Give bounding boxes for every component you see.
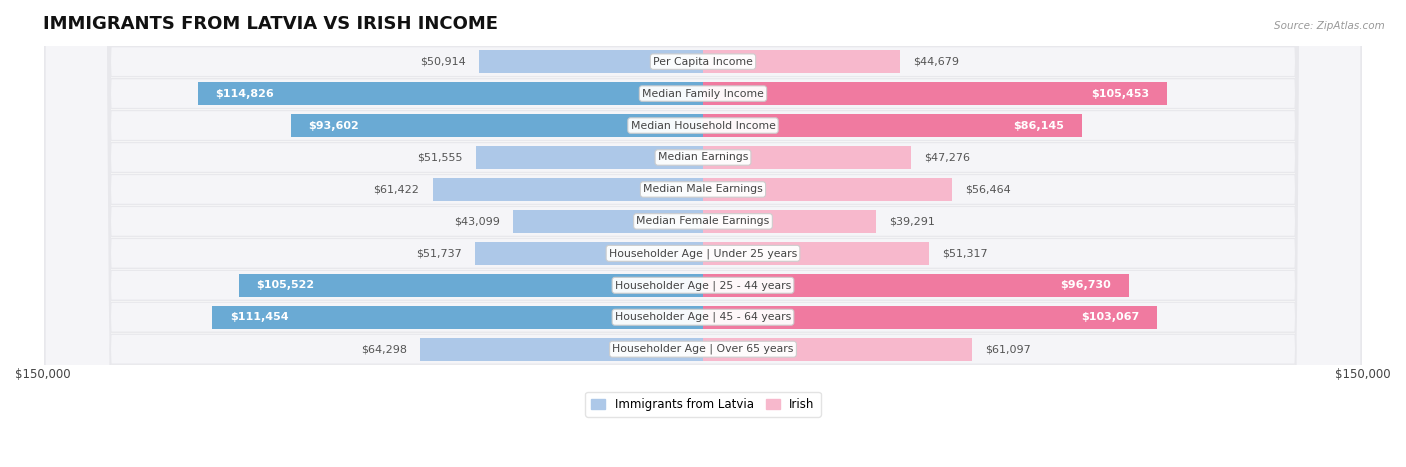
FancyBboxPatch shape	[45, 0, 1361, 467]
Bar	[703, 210, 876, 233]
Bar	[239, 274, 703, 297]
Text: Median Earnings: Median Earnings	[658, 153, 748, 163]
Text: $64,298: $64,298	[361, 344, 406, 354]
FancyBboxPatch shape	[45, 0, 1361, 467]
FancyBboxPatch shape	[45, 0, 1361, 467]
Bar	[212, 306, 703, 329]
FancyBboxPatch shape	[45, 0, 1361, 467]
Text: $51,555: $51,555	[418, 153, 463, 163]
Text: $39,291: $39,291	[889, 216, 935, 226]
Text: Median Household Income: Median Household Income	[630, 120, 776, 131]
FancyBboxPatch shape	[45, 0, 1361, 467]
Bar	[703, 242, 929, 265]
Text: $56,464: $56,464	[965, 184, 1011, 194]
Text: $47,276: $47,276	[924, 153, 970, 163]
Bar	[477, 146, 703, 169]
Text: $96,730: $96,730	[1060, 280, 1111, 290]
Bar	[420, 338, 703, 361]
Bar	[475, 242, 703, 265]
Text: $61,422: $61,422	[374, 184, 419, 194]
Bar	[703, 274, 1129, 297]
Bar	[703, 306, 1157, 329]
Text: $61,097: $61,097	[986, 344, 1031, 354]
Bar	[703, 338, 972, 361]
Text: Source: ZipAtlas.com: Source: ZipAtlas.com	[1274, 21, 1385, 31]
Text: $105,453: $105,453	[1091, 89, 1150, 99]
Text: Median Family Income: Median Family Income	[643, 89, 763, 99]
Bar	[513, 210, 703, 233]
Text: $105,522: $105,522	[256, 280, 315, 290]
Text: Householder Age | Under 25 years: Householder Age | Under 25 years	[609, 248, 797, 259]
Text: Median Female Earnings: Median Female Earnings	[637, 216, 769, 226]
Bar	[703, 178, 952, 201]
FancyBboxPatch shape	[45, 0, 1361, 467]
Text: $51,317: $51,317	[942, 248, 987, 258]
Text: $114,826: $114,826	[215, 89, 274, 99]
Text: IMMIGRANTS FROM LATVIA VS IRISH INCOME: IMMIGRANTS FROM LATVIA VS IRISH INCOME	[42, 15, 498, 33]
Text: Median Male Earnings: Median Male Earnings	[643, 184, 763, 194]
Text: $103,067: $103,067	[1081, 312, 1139, 322]
Text: $44,679: $44,679	[912, 57, 959, 67]
FancyBboxPatch shape	[45, 0, 1361, 467]
Text: Householder Age | 45 - 64 years: Householder Age | 45 - 64 years	[614, 312, 792, 323]
Text: Householder Age | 25 - 44 years: Householder Age | 25 - 44 years	[614, 280, 792, 290]
Bar	[703, 50, 900, 73]
FancyBboxPatch shape	[45, 0, 1361, 467]
Bar	[433, 178, 703, 201]
Bar	[291, 114, 703, 137]
Bar	[703, 114, 1083, 137]
Text: $43,099: $43,099	[454, 216, 501, 226]
FancyBboxPatch shape	[45, 0, 1361, 467]
Text: Householder Age | Over 65 years: Householder Age | Over 65 years	[612, 344, 794, 354]
Text: $111,454: $111,454	[231, 312, 288, 322]
Legend: Immigrants from Latvia, Irish: Immigrants from Latvia, Irish	[585, 392, 821, 417]
Text: $86,145: $86,145	[1014, 120, 1064, 131]
Bar	[198, 82, 703, 105]
Text: $50,914: $50,914	[420, 57, 465, 67]
FancyBboxPatch shape	[45, 0, 1361, 467]
Bar	[703, 82, 1167, 105]
Bar	[479, 50, 703, 73]
Text: $51,737: $51,737	[416, 248, 463, 258]
Text: $93,602: $93,602	[309, 120, 360, 131]
Text: Per Capita Income: Per Capita Income	[652, 57, 754, 67]
Bar	[703, 146, 911, 169]
